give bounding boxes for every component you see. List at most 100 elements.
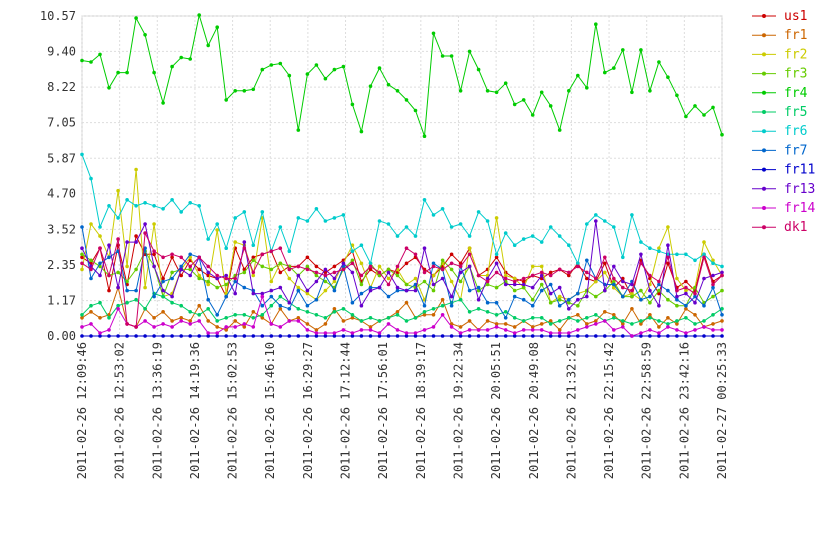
- data-point: [594, 22, 598, 27]
- data-point: [395, 89, 400, 93]
- data-point: [467, 310, 472, 314]
- data-point: [188, 264, 192, 269]
- legend-item-dk1: dk1: [752, 220, 807, 235]
- data-point: [188, 319, 192, 323]
- data-point: [323, 288, 328, 293]
- data-point: [675, 288, 679, 293]
- data-point: [269, 63, 274, 67]
- y-tick-label: 4.70: [47, 187, 76, 201]
- data-point: [648, 334, 652, 338]
- data-point: [548, 225, 553, 229]
- data-point: [278, 285, 283, 290]
- data-point: [657, 246, 661, 250]
- series-fr5: [80, 291, 724, 326]
- data-point: [233, 240, 237, 244]
- data-point: [197, 334, 201, 338]
- data-point: [341, 319, 346, 323]
- data-point: [639, 297, 643, 302]
- data-point: [431, 31, 436, 36]
- data-point: [89, 176, 93, 181]
- data-point: [152, 316, 156, 320]
- data-point: [260, 316, 265, 320]
- data-point: [530, 297, 535, 302]
- data-point: [675, 328, 679, 332]
- data-point: [152, 334, 156, 338]
- data-point: [233, 89, 237, 93]
- data-point: [576, 334, 580, 338]
- data-point: [314, 331, 319, 335]
- data-point: [107, 328, 111, 332]
- data-point: [612, 328, 616, 332]
- data-point: [630, 322, 634, 326]
- data-point: [332, 216, 337, 220]
- data-point: [702, 303, 706, 308]
- data-point: [251, 334, 256, 338]
- data-point: [458, 270, 463, 275]
- data-point: [494, 252, 499, 257]
- data-point: [287, 319, 292, 323]
- data-point: [720, 273, 724, 278]
- data-point: [116, 237, 120, 241]
- legend-marker: [762, 148, 766, 153]
- y-tick-label: 7.05: [47, 116, 76, 130]
- data-point: [494, 255, 499, 260]
- data-point: [152, 294, 156, 299]
- data-point: [80, 252, 84, 257]
- data-point: [215, 25, 219, 30]
- data-point: [161, 322, 165, 326]
- data-point: [224, 334, 228, 338]
- data-point: [612, 282, 616, 287]
- data-point: [404, 288, 409, 293]
- data-point: [215, 276, 219, 281]
- data-point: [512, 102, 517, 107]
- data-point: [134, 325, 138, 329]
- data-point: [431, 334, 436, 338]
- data-point: [377, 319, 382, 323]
- data-point: [323, 316, 328, 320]
- data-point: [530, 234, 535, 238]
- data-point: [161, 255, 165, 260]
- data-point: [567, 300, 571, 305]
- data-point: [116, 303, 120, 308]
- data-point: [675, 334, 679, 338]
- data-point: [233, 291, 237, 296]
- data-point: [368, 285, 373, 290]
- data-point: [224, 316, 228, 320]
- data-point: [350, 270, 355, 275]
- data-point: [251, 291, 256, 296]
- y-tick-label: 0.00: [47, 329, 76, 343]
- data-point: [539, 270, 544, 275]
- data-point: [512, 325, 517, 329]
- data-point: [648, 246, 652, 250]
- x-tick-label: 2011-02-26 19:22:34: [451, 342, 465, 479]
- data-point: [693, 334, 697, 338]
- data-point: [621, 279, 625, 284]
- data-point: [467, 49, 472, 54]
- data-point: [224, 325, 228, 329]
- data-point: [422, 198, 427, 202]
- x-axis: 2011-02-26 12:09:46 2011-02-26 12:53:02 20…: [75, 342, 729, 479]
- data-point: [251, 316, 256, 320]
- data-point: [576, 261, 580, 266]
- data-point: [215, 228, 219, 232]
- data-point: [603, 288, 607, 293]
- data-point: [711, 273, 715, 278]
- data-point: [359, 303, 364, 308]
- data-point: [720, 307, 724, 311]
- data-point: [269, 249, 274, 253]
- data-point: [80, 325, 84, 329]
- data-point: [422, 328, 427, 332]
- data-point: [539, 316, 544, 320]
- data-point: [260, 294, 265, 299]
- data-point: [332, 310, 337, 314]
- data-point: [431, 307, 436, 311]
- data-point: [242, 313, 247, 317]
- data-point: [395, 264, 400, 269]
- data-point: [557, 331, 562, 335]
- data-point: [242, 325, 247, 329]
- data-point: [152, 222, 156, 226]
- data-point: [720, 328, 724, 332]
- data-point: [314, 279, 319, 284]
- data-point: [585, 276, 589, 281]
- x-tick-label: 2011-02-26 12:09:46: [75, 342, 89, 479]
